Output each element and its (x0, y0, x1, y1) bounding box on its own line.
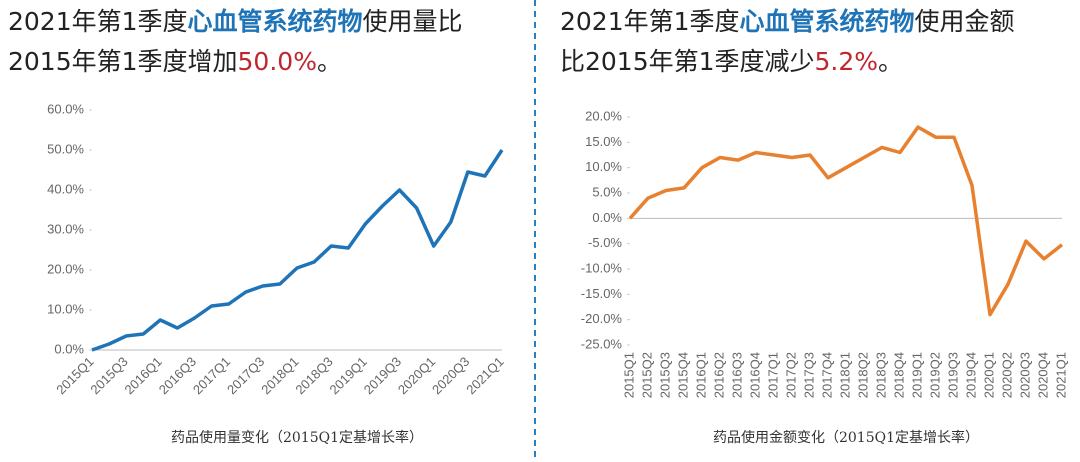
x-tick-label: 2015Q1 (53, 354, 96, 397)
x-tick-label: 2020Q3 (429, 354, 472, 397)
chart-title: 比2015年第1季度减少5.2%。 (560, 47, 903, 76)
title-part: 2021年第1季度 (560, 7, 740, 36)
y-tick-label: -25.0% (581, 336, 623, 351)
y-tick-label: 50.0% (47, 141, 84, 156)
title-part: 。 (878, 47, 903, 76)
x-tick-label: 2020Q1 (981, 352, 996, 398)
title-part: 2015年第1季度增加 (8, 47, 238, 76)
x-tick-label: 2019Q3 (361, 354, 404, 397)
x-tick-label: 2019Q1 (327, 354, 370, 397)
data-line (628, 125, 1064, 317)
y-tick-label: 15.0% (585, 134, 622, 149)
title-part: 心血管系统药物 (188, 7, 363, 36)
y-tick-label: 10.0% (585, 159, 622, 174)
x-tick-label: 2020Q1 (395, 354, 438, 397)
x-tick-label: 2015Q3 (87, 354, 130, 397)
title-part: 2021年第1季度 (8, 7, 188, 36)
y-tick-label: 60.0% (47, 101, 84, 116)
x-tick-label: 2021Q1 (1053, 352, 1068, 398)
y-tick-label: 40.0% (47, 181, 84, 196)
x-tick-label: 2015Q1 (621, 352, 636, 398)
y-tick-label: 10.0% (47, 301, 84, 316)
x-tick-label: 2019Q2 (927, 352, 942, 398)
x-tick-label: 2016Q2 (711, 352, 726, 398)
y-tick-label: 0.0% (592, 210, 622, 225)
x-tick-label: 2017Q3 (801, 352, 816, 398)
x-tick-label: 2019Q1 (909, 352, 924, 398)
x-tick-label: 2017Q2 (783, 352, 798, 398)
title-part: 心血管系统药物 (740, 7, 915, 36)
x-tick-label: 2018Q1 (837, 352, 852, 398)
x-tick-label: 2018Q4 (891, 352, 906, 398)
x-tick-label: 2019Q4 (963, 352, 978, 398)
title-part: 比2015年第1季度减少 (560, 47, 815, 76)
x-tick-label: 2019Q3 (945, 352, 960, 398)
x-axis-title: 药品使用金额变化（2015Q1定基增长率） (713, 429, 979, 446)
title-part: 。 (317, 47, 342, 76)
x-tick-label: 2020Q3 (1017, 352, 1032, 398)
x-tick-label: 2015Q4 (675, 352, 690, 398)
title-part: 5.2% (815, 47, 879, 76)
x-tick-label: 2017Q1 (765, 352, 780, 398)
y-tick-label: -10.0% (581, 260, 623, 275)
x-tick-label: 2018Q3 (873, 352, 888, 398)
y-tick-label: -20.0% (581, 311, 623, 326)
y-tick-label: -15.0% (581, 286, 623, 301)
x-tick-label: 2020Q2 (999, 352, 1014, 398)
x-tick-label: 2016Q1 (693, 352, 708, 398)
x-tick-label: 2017Q3 (224, 354, 267, 397)
x-tick-label: 2020Q4 (1035, 352, 1050, 398)
title-part: 使用量比 (363, 7, 463, 36)
y-tick-label: 30.0% (47, 221, 84, 236)
x-axis-title: 药品使用量变化（2015Q1定基增长率） (171, 429, 423, 446)
x-tick-label: 2017Q1 (190, 354, 233, 397)
y-tick-label: 20.0% (585, 108, 622, 123)
x-tick-label: 2016Q3 (729, 352, 744, 398)
x-tick-label: 2015Q2 (639, 352, 654, 398)
x-tick-label: 2018Q3 (292, 354, 335, 397)
chart-title: 2021年第1季度心血管系统药物使用量比 (8, 7, 463, 36)
title-part: 50.0% (238, 47, 317, 76)
x-tick-label: 2016Q3 (156, 354, 199, 397)
x-tick-label: 2021Q1 (463, 354, 506, 397)
y-tick-label: 20.0% (47, 261, 84, 276)
x-tick-label: 2018Q2 (855, 352, 870, 398)
chart-title: 2021年第1季度心血管系统药物使用金额 (560, 7, 1015, 36)
chart-title: 2015年第1季度增加50.0%。 (8, 47, 342, 76)
y-tick-label: -5.0% (588, 235, 622, 250)
y-tick-label: 0.0% (54, 341, 84, 356)
x-tick-label: 2015Q3 (657, 352, 672, 398)
data-line (91, 149, 504, 352)
x-tick-label: 2016Q4 (747, 352, 762, 398)
x-tick-label: 2018Q1 (258, 354, 301, 397)
title-part: 使用金额 (915, 7, 1015, 36)
x-tick-label: 2016Q1 (122, 354, 165, 397)
y-tick-label: 5.0% (592, 184, 622, 199)
x-tick-label: 2017Q4 (819, 352, 834, 398)
